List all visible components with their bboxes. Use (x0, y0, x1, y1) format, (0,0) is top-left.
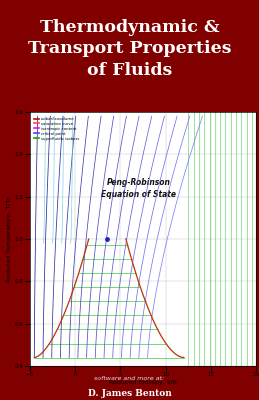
X-axis label: Reduced Entropy, S/R: Reduced Entropy, S/R (109, 380, 177, 385)
Text: Thermodynamic &
Transport Properties
of Fluids: Thermodynamic & Transport Properties of … (28, 18, 231, 79)
Text: software and more at:: software and more at: (94, 376, 165, 381)
Legend: isobar/isovolume, saturation curve, isentropic content, critical point, superflu: isobar/isovolume, saturation curve, isen… (34, 116, 79, 141)
Text: Peng-Robinson
Equation of State: Peng-Robinson Equation of State (101, 178, 176, 199)
Text: D. James Benton: D. James Benton (88, 389, 171, 398)
Y-axis label: Reduced Temperature, T/Tc: Reduced Temperature, T/Tc (7, 196, 12, 282)
